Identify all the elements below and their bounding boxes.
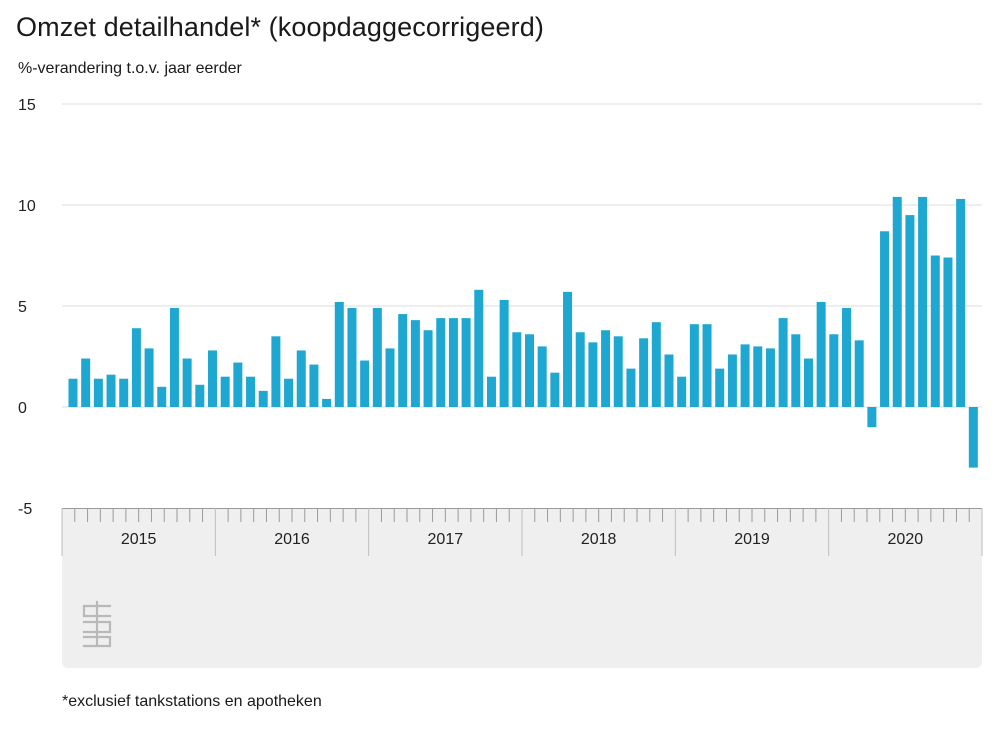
bar: [271, 336, 281, 407]
bar: [474, 289, 484, 407]
x-year-label: 2017: [428, 531, 464, 548]
bar: [372, 308, 382, 407]
bar: [816, 301, 826, 407]
bar: [943, 257, 953, 407]
bar: [182, 358, 192, 407]
bar: [233, 362, 243, 407]
bar: [550, 372, 560, 407]
bar: [639, 338, 649, 407]
bar: [854, 340, 864, 407]
bar: [575, 332, 585, 407]
axis-panel: [62, 508, 982, 668]
bar: [347, 308, 357, 407]
bar: [765, 348, 775, 407]
y-tick-label: -5: [18, 501, 32, 518]
bar: [119, 378, 129, 407]
bar: [207, 350, 217, 407]
bar: [169, 308, 179, 407]
bar: [537, 346, 547, 407]
bar: [702, 324, 712, 407]
bar: [68, 378, 78, 407]
bar: [436, 318, 446, 407]
bar: [689, 324, 699, 407]
bar: [334, 301, 344, 407]
x-year-label: 2018: [581, 531, 617, 548]
bar: [563, 291, 573, 407]
bar: [398, 314, 408, 407]
bar: [322, 398, 332, 407]
bar: [727, 354, 737, 407]
chart-title: Omzet detailhandel* (koopdaggecorrigeerd…: [16, 12, 544, 42]
bar: [423, 330, 433, 407]
bar: [664, 354, 674, 407]
bar: [385, 348, 395, 407]
bar: [144, 348, 154, 407]
bar: [715, 368, 725, 407]
bar: [956, 198, 966, 407]
bar: [309, 364, 319, 407]
x-year-label: 2016: [274, 531, 310, 548]
bars: [68, 196, 978, 468]
bar: [486, 376, 496, 407]
bar: [246, 376, 256, 407]
bar: [842, 308, 852, 407]
bar: [195, 384, 205, 407]
bar: [880, 231, 890, 407]
y-tick-label: 5: [18, 299, 27, 316]
bar: [613, 336, 623, 407]
bar: [968, 407, 978, 468]
bar: [93, 378, 103, 407]
y-tick-label: 10: [18, 198, 36, 215]
bar: [588, 342, 598, 407]
bar: [512, 332, 522, 407]
bar: [525, 334, 534, 407]
bar: [106, 374, 116, 407]
x-year-label: 2020: [888, 531, 924, 548]
bar: [601, 330, 611, 407]
bar: [803, 358, 813, 407]
bar: [677, 376, 687, 407]
footnote: *exclusief tankstations en apotheken: [62, 693, 322, 710]
cbs-logo-icon: [82, 600, 112, 648]
bar: [892, 196, 902, 407]
y-tick-label: 15: [18, 97, 36, 114]
bar: [829, 334, 839, 407]
bar: [448, 318, 458, 407]
bar: [930, 255, 940, 407]
x-year-label: 2015: [121, 531, 157, 548]
y-tick-label: 0: [18, 400, 27, 417]
bar: [461, 318, 471, 407]
bar: [778, 318, 788, 407]
x-axis: 2015 2016 2017 2018 2019 2020: [61, 508, 983, 556]
bar: [791, 334, 801, 407]
bar: [157, 386, 167, 407]
bar: [626, 368, 636, 407]
chart-subtitle: %-verandering t.o.v. jaar eerder: [18, 60, 242, 77]
bar: [131, 328, 141, 407]
bar: [360, 360, 370, 407]
bar: [410, 320, 420, 407]
bar: [81, 358, 91, 407]
bar: [918, 196, 928, 407]
bar: [284, 378, 294, 407]
bar: [499, 299, 509, 407]
x-year-label: 2019: [734, 531, 770, 548]
bar: [220, 376, 230, 407]
bar: [651, 322, 661, 407]
bar: [753, 346, 763, 407]
bar: [296, 350, 306, 407]
bar: [867, 407, 877, 428]
bar: [740, 344, 750, 407]
y-axis-ticks: 15 10 5 0 -5: [18, 97, 36, 518]
bar: [258, 390, 268, 407]
bar: [905, 215, 915, 407]
